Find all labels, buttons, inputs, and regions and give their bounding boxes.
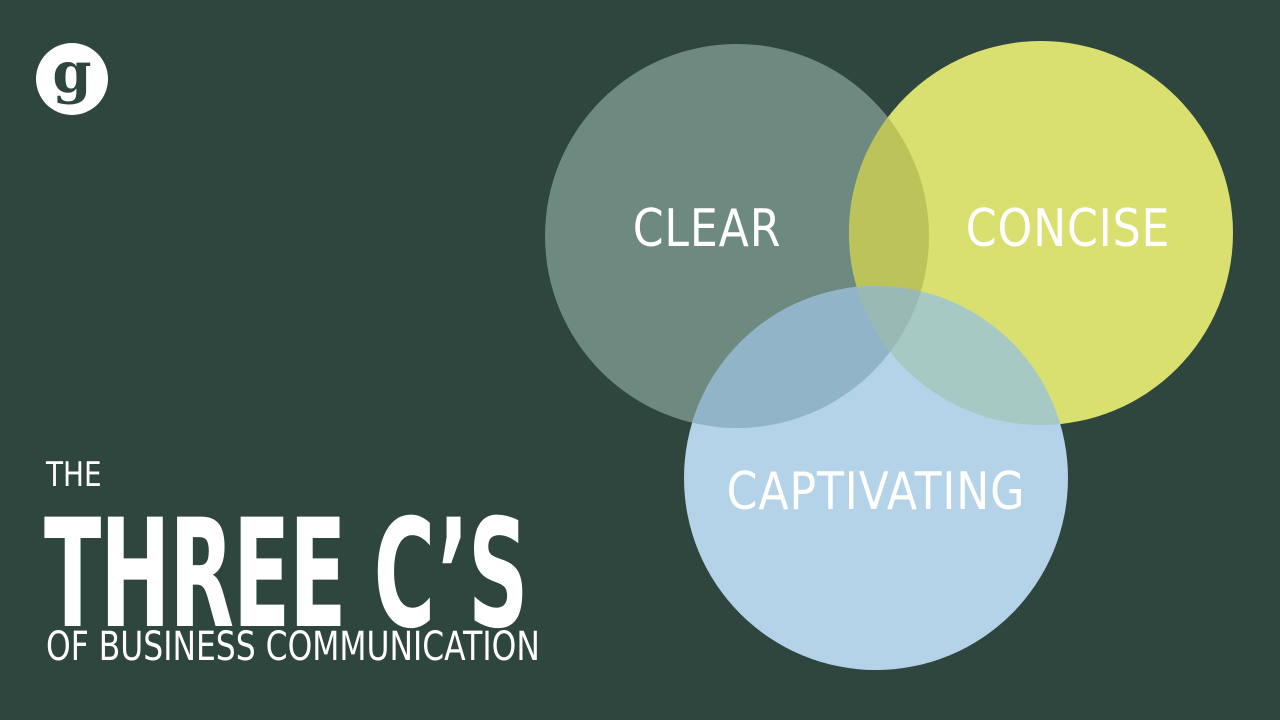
title-the: THE <box>46 455 102 495</box>
label-concise: CONCISE <box>966 199 1171 259</box>
overlap-clear-captivating <box>684 286 929 428</box>
brand-logo-icon: g <box>36 43 108 115</box>
label-clear: CLEAR <box>633 199 782 259</box>
title-main: THREE C’S <box>44 488 528 662</box>
logo-letter: g <box>52 40 92 106</box>
title-subtitle: OF BUSINESS COMMUNICATION <box>46 624 540 670</box>
overlap-concise-captivating <box>849 286 1068 425</box>
label-captivating: CAPTIVATING <box>727 462 1026 522</box>
